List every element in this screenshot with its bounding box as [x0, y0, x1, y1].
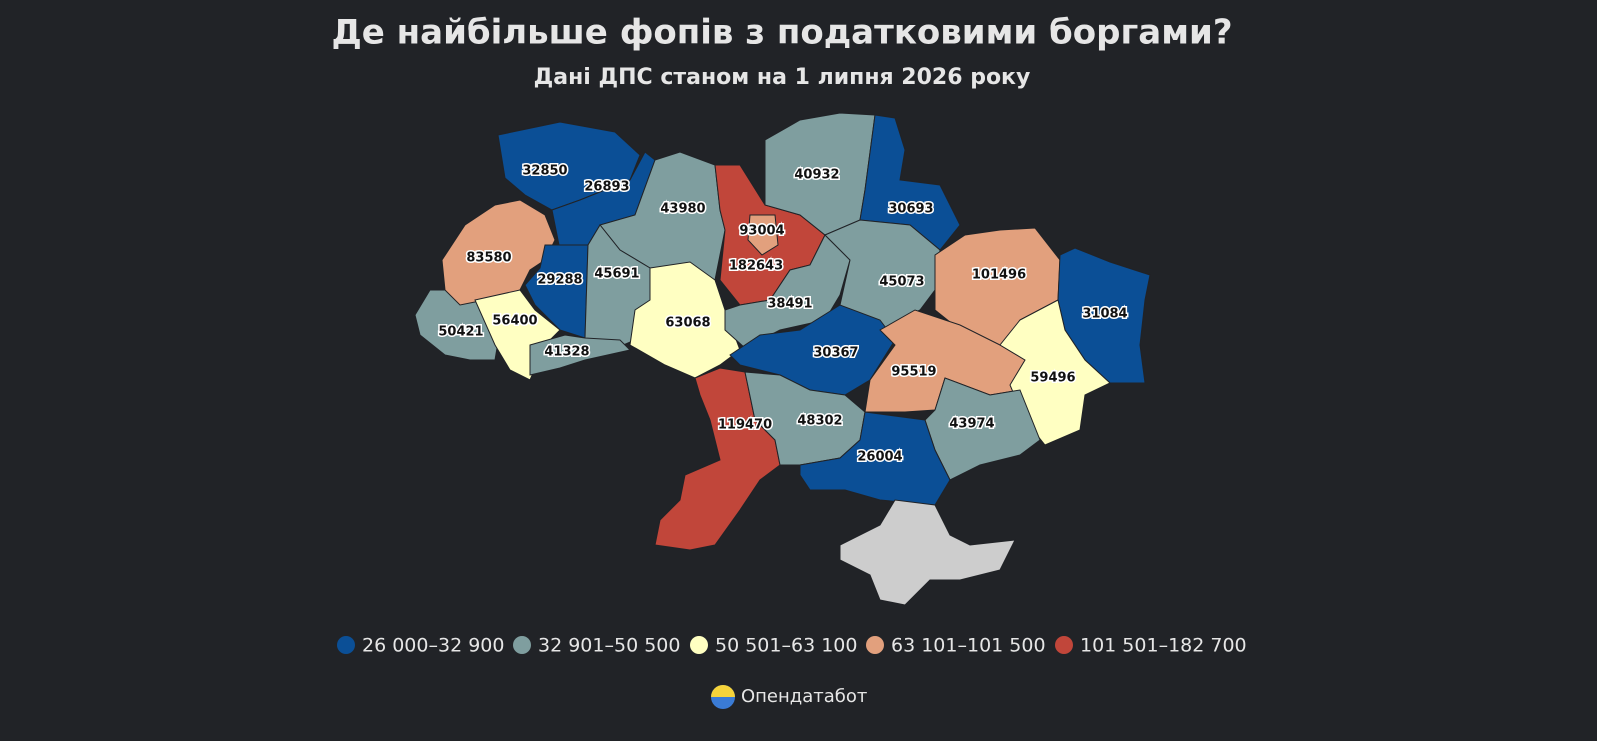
region-label: 56400 — [492, 314, 537, 329]
legend: 26 000–32 900 32 901–50 500 50 501–63 100 6… — [337, 635, 1247, 657]
region-label: 95519 — [891, 365, 936, 380]
subtitle: Дані ДПС станом на 1 липня 2026 року — [534, 65, 1031, 90]
legend-label: 101 501–182 700 — [1080, 635, 1247, 657]
region-label: 30367 — [813, 346, 858, 361]
legend-label: 63 101–101 500 — [891, 635, 1046, 657]
region-label: 26004 — [857, 450, 902, 465]
region — [629, 261, 741, 379]
legend-swatch — [1055, 636, 1073, 654]
region-label: 119470 — [718, 418, 772, 433]
legend-swatch — [513, 636, 531, 654]
region-label: 48302 — [797, 414, 842, 429]
region-label: 59496 — [1030, 371, 1075, 386]
region-label: 26893 — [584, 180, 629, 195]
region-label: 63068 — [665, 316, 710, 331]
regions — [414, 112, 1151, 551]
legend-label: 32 901–50 500 — [538, 635, 680, 657]
legend-label: 50 501–63 100 — [715, 635, 857, 657]
region-label: 45691 — [594, 267, 639, 282]
region-labels: 32850 26893 43980 182643 93004 40932 30693 8358… — [437, 162, 1129, 466]
region-label: 41328 — [544, 345, 589, 360]
region-label: 31084 — [1082, 307, 1127, 322]
region-label: 38491 — [767, 297, 812, 312]
legend-swatch — [337, 636, 355, 654]
region-label: 93004 — [739, 224, 784, 239]
legend-label: 26 000–32 900 — [362, 635, 504, 657]
region-label: 43980 — [660, 202, 705, 217]
region — [824, 219, 941, 331]
region-label: 29288 — [537, 273, 582, 288]
crimea — [839, 499, 1016, 606]
region — [529, 334, 631, 376]
legend-swatch — [690, 636, 708, 654]
legend-swatch — [866, 636, 884, 654]
region-label: 43974 — [949, 417, 994, 432]
region-label: 30693 — [888, 202, 933, 217]
region-label: 83580 — [466, 251, 511, 266]
region-label: 45073 — [879, 275, 924, 290]
region — [747, 214, 779, 256]
brand: Опендатабот — [741, 686, 867, 707]
region — [859, 114, 961, 251]
title: Де найбільше фопів з податковими боргами… — [331, 13, 1232, 53]
region — [799, 411, 951, 506]
region-label: 182643 — [729, 259, 783, 274]
brand-logo-top — [711, 685, 735, 697]
region-label: 40932 — [794, 168, 839, 183]
region-label: 101496 — [972, 268, 1026, 283]
region-label: 32850 — [522, 164, 567, 179]
region — [729, 304, 896, 396]
region-label: 50421 — [438, 325, 483, 340]
